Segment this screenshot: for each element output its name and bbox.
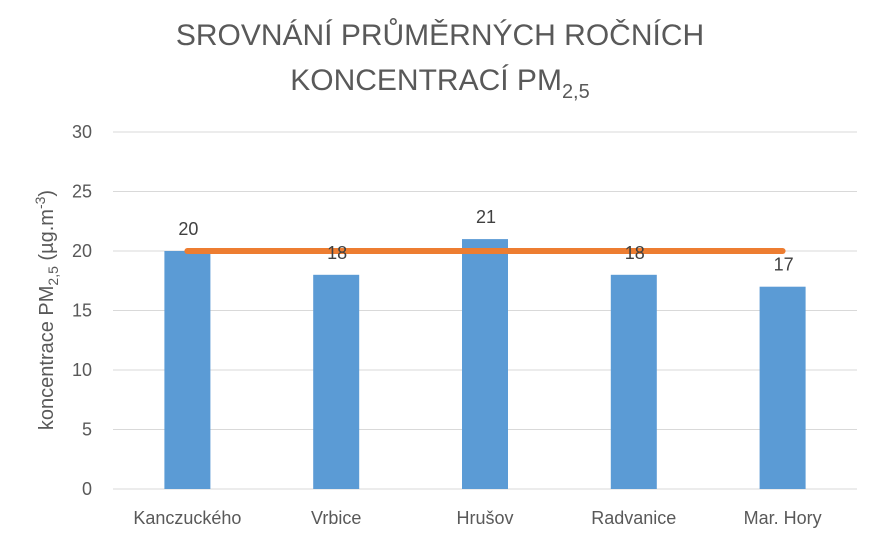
data-label: 18 (327, 243, 347, 263)
data-label: 21 (476, 207, 496, 227)
y-tick-label: 25 (72, 182, 92, 202)
chart-title-line1: SROVNÁNÍ PRŮMĚRNÝCH ROČNÍCH (176, 18, 704, 52)
category-label: Kanczuckého (133, 508, 241, 528)
category-labels: Kanczuckého Vrbice Hrušov Radvanice Mar. Hor… (133, 508, 821, 528)
data-label: 20 (178, 219, 198, 239)
data-label: 17 (774, 255, 794, 275)
y-axis-label-main: koncentrace PM (36, 286, 58, 431)
y-tick-label: 30 (72, 122, 92, 142)
bars (164, 239, 806, 489)
chart-title-line2-main: KONCENTRACÍ PM (290, 64, 562, 97)
bar (164, 251, 211, 489)
data-label: 18 (625, 243, 645, 263)
y-tick-label: 20 (72, 241, 92, 261)
y-tick-label: 15 (72, 301, 92, 321)
y-axis-label-sub: 2,5 (45, 266, 61, 286)
bar (462, 239, 508, 489)
bar (759, 286, 806, 489)
bar (610, 274, 657, 489)
y-tick-label: 5 (82, 420, 92, 440)
y-tick-label: 0 (82, 479, 92, 499)
y-tick-labels: 0 5 10 15 20 25 30 (72, 122, 92, 499)
y-tick-label: 10 (72, 360, 92, 380)
chart-title-line2-sub: 2,5 (562, 81, 590, 103)
category-label: Radvanice (591, 508, 676, 528)
category-label: Vrbice (311, 508, 361, 528)
y-axis-label-unit: (µg.m (36, 209, 58, 266)
y-axis-label-sup: -3 (32, 196, 48, 209)
bar (313, 274, 360, 489)
y-axis-label: koncentrace PM2,5 (µg.m-3) (32, 190, 61, 430)
category-label: Mar. Hory (744, 508, 822, 528)
chart-title-line2: KONCENTRACÍ PM2,5 (290, 64, 590, 103)
category-label: Hrušov (456, 508, 513, 528)
y-axis-label-close: ) (36, 190, 58, 197)
data-labels: 20 18 21 18 17 (178, 207, 793, 275)
